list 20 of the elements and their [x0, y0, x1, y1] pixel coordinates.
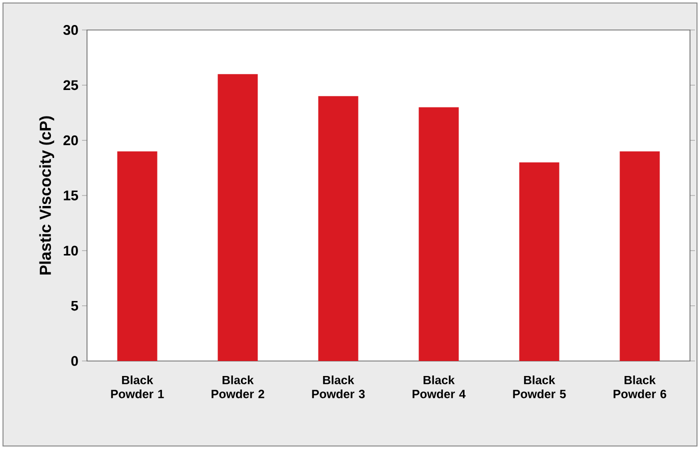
y-axis-title: Plastic Viscocity (cP) [39, 116, 54, 274]
x-tick-label: Black Powder 2 [212, 376, 264, 398]
x-tick-label: Black Powder 4 [412, 376, 466, 398]
y-tick-label: 5 [71, 300, 78, 311]
y-tick-label: 20 [63, 135, 78, 146]
y-tick-label: 15 [64, 190, 78, 200]
y-tick-label: 0 [71, 356, 78, 366]
bar [117, 151, 158, 361]
bar [218, 74, 258, 361]
bar [418, 107, 459, 361]
x-tick-label: Black Powder 6 [614, 376, 666, 398]
x-tick-label: Black Powder 1 [111, 376, 164, 398]
bar [620, 151, 660, 361]
bar [519, 162, 560, 361]
y-tick-label: 30 [63, 25, 78, 35]
x-tick-label: Black Powder 5 [513, 376, 566, 398]
x-tick-label: Black Powder 3 [312, 376, 365, 398]
y-tick-label: 10 [64, 246, 78, 256]
y-tick-label: 25 [63, 80, 78, 90]
bar [318, 96, 358, 361]
